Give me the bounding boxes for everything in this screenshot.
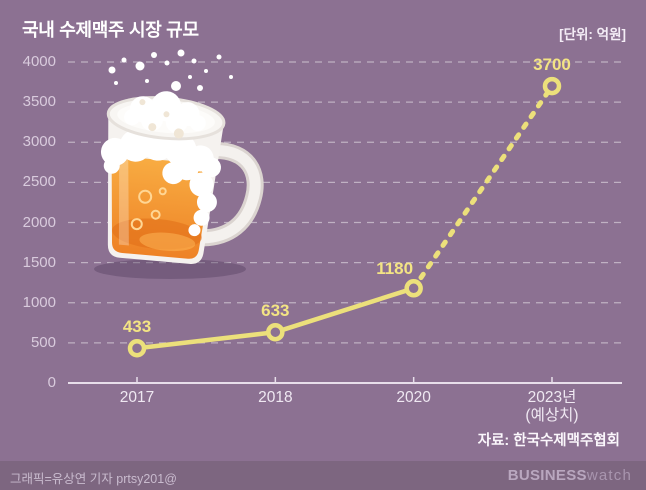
mug-body-group (100, 91, 264, 264)
data-point-marker (542, 76, 562, 96)
footer-bar: 그래픽=유상연 기자 prtsy201@ BUSINESSwatch (0, 461, 646, 490)
beer-mug-illustration (94, 49, 264, 279)
data-point-marker (266, 322, 285, 342)
mug-shadow (94, 259, 246, 279)
logo-watch-text: watch (586, 467, 632, 484)
mug-handle (197, 145, 261, 244)
page-title: 국내 수제맥주 시장 규모 (22, 20, 199, 40)
source-label: 자료: 한국수제맥주협회 (477, 433, 620, 449)
credit-label: 그래픽=유상연 기자 prtsy201@ (10, 472, 177, 486)
beer-bubbles (130, 187, 167, 231)
foam-spots (139, 99, 184, 139)
data-point-marker (404, 279, 423, 298)
data-point-marker (127, 339, 147, 358)
floating-bubbles (108, 49, 233, 91)
foam-top (124, 91, 206, 134)
businesswatch-logo: BUSINESSwatch (508, 466, 632, 485)
logo-business-text: BUSINESS (507, 467, 587, 484)
series-line-dashed (411, 83, 555, 291)
unit-label: [단위: 억원] (559, 27, 626, 42)
